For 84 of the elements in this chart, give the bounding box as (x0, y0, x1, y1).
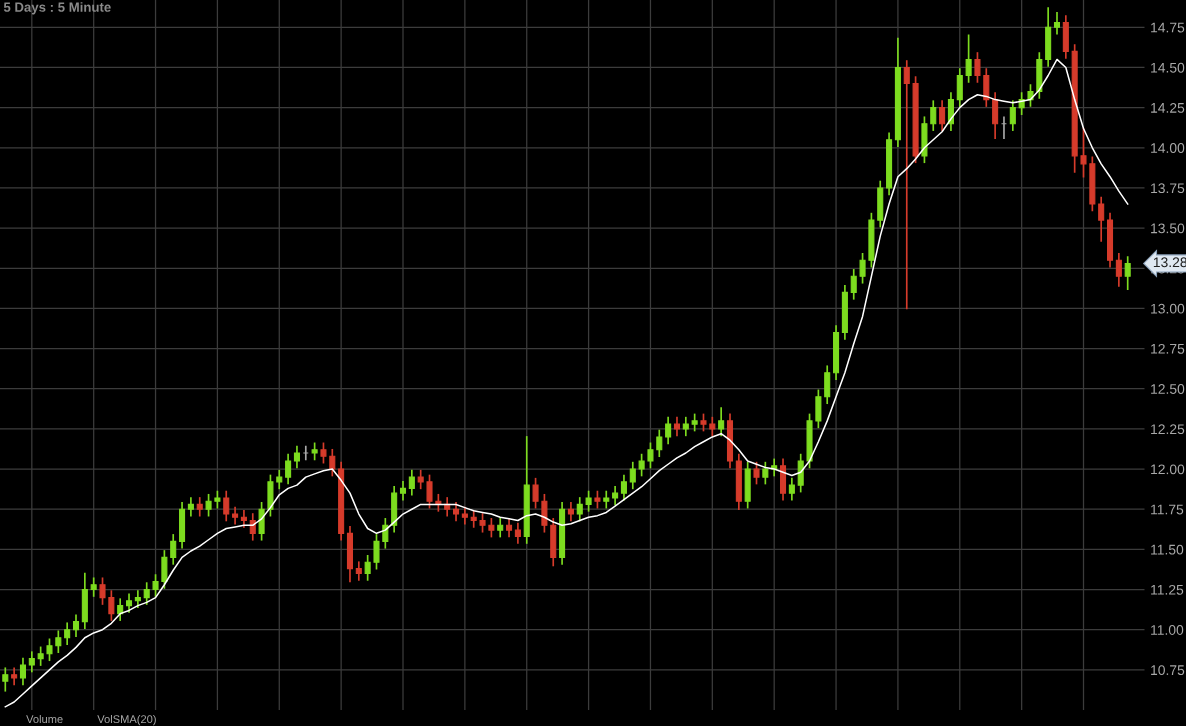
candlestick (753, 461, 760, 485)
candlestick (2, 667, 9, 692)
candlestick (364, 554, 371, 581)
candlestick (576, 497, 583, 522)
candlestick (64, 622, 71, 646)
y-tick-label: 11.50 (1151, 544, 1184, 555)
chart-subtitle: 5 Days : 5 Minute (3, 2, 111, 15)
candlestick (629, 461, 636, 490)
text: Volume (26, 714, 63, 724)
candlestick (373, 534, 380, 570)
candlestick (1009, 100, 1016, 131)
line-series (4, 58, 1129, 708)
candlestick (612, 485, 619, 506)
y-tick-label: 10.75 (1151, 665, 1185, 676)
candlestick (1124, 256, 1131, 290)
y-tick-label: 12.00 (1151, 464, 1185, 475)
candlestick (1115, 252, 1122, 287)
candlestick (90, 577, 97, 597)
candlestick (355, 561, 362, 581)
candlestick (620, 474, 627, 501)
candlestick (903, 60, 910, 310)
candlestick (72, 614, 80, 637)
candlestick (170, 534, 177, 565)
candlestick (665, 416, 672, 445)
candlestick (585, 490, 592, 512)
candlestick (19, 657, 27, 686)
y-tick-label: 13.75 (1151, 183, 1185, 194)
candlestick (187, 497, 194, 517)
candlestick (134, 590, 141, 609)
candlestick (249, 513, 256, 541)
y-tick-label: 13.00 (1151, 303, 1185, 314)
candlestick (930, 100, 937, 131)
candlestick (329, 448, 336, 477)
candlestick (850, 269, 857, 300)
candlestick (497, 518, 504, 538)
candlestick (647, 442, 654, 469)
candlestick (232, 506, 239, 525)
candlestick (143, 582, 150, 605)
candlestick (320, 442, 327, 464)
y-tick-label: 12.50 (1151, 384, 1185, 394)
candlestick (240, 509, 247, 528)
candlestick (514, 522, 521, 544)
candlestick (285, 453, 292, 485)
y-tick-label: 12.75 (1151, 343, 1185, 354)
candlestick (426, 474, 433, 509)
text: 13.28 (1153, 257, 1186, 268)
candlestick (974, 52, 981, 83)
candlestick (11, 667, 18, 686)
candlestick (965, 34, 972, 83)
candlestick (408, 469, 415, 496)
y-tick-label: 11.75 (1151, 504, 1184, 515)
candlestick (656, 429, 663, 458)
candlestick (399, 481, 407, 501)
candlestick (788, 477, 795, 501)
candlestick (859, 252, 866, 284)
candlestick (99, 577, 106, 605)
candlestick (28, 651, 35, 673)
candlestick (46, 638, 53, 662)
y-tick-label: 13.50 (1151, 223, 1185, 234)
candlestick (638, 453, 645, 477)
candlestick (762, 461, 769, 485)
candlestick (1098, 196, 1105, 242)
candlestick (718, 407, 725, 437)
candlestick (196, 497, 203, 517)
candlestick (1080, 127, 1087, 178)
candlestick (108, 590, 115, 621)
candlestick (205, 493, 212, 517)
candlestick (939, 100, 946, 131)
candlestick (223, 490, 230, 522)
y-tick-label: 14.25 (1151, 102, 1185, 113)
candlestick (532, 477, 539, 509)
candlestick (293, 445, 300, 469)
y-tick-label: 12.25 (1151, 424, 1185, 435)
y-tick-label: 14.50 (1151, 62, 1185, 73)
candlestick (567, 501, 574, 522)
y-tick-label: 11.25 (1151, 584, 1184, 595)
y-tick-label: 11.00 (1151, 625, 1184, 635)
candlestick (152, 574, 159, 597)
y-tick-label: 14.75 (1151, 22, 1185, 33)
candlestick (302, 445, 309, 461)
candlestick (1053, 12, 1061, 35)
text: VolSMA(20) (97, 714, 156, 726)
candlestick (55, 630, 62, 654)
y-tick-label: 14.00 (1151, 143, 1185, 153)
